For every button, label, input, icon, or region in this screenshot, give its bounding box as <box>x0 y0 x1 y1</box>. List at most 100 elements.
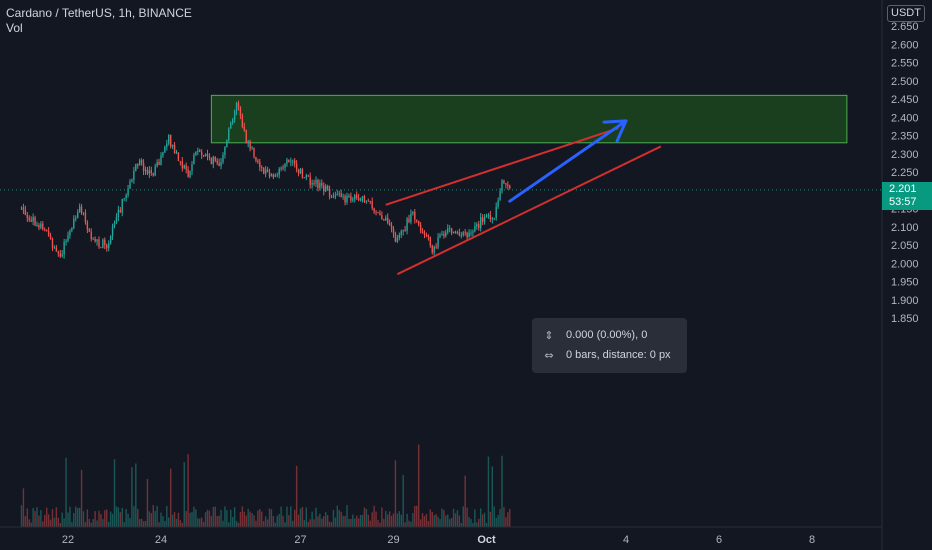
volume-bar <box>69 506 71 527</box>
candle-body <box>445 232 447 237</box>
candle-body <box>361 196 364 199</box>
candle-body <box>509 185 511 189</box>
volume-bar <box>435 514 437 527</box>
volume-bar <box>346 505 348 527</box>
candle-body <box>49 235 52 239</box>
volume-bar <box>40 510 42 527</box>
candle-body <box>179 160 182 162</box>
volume-bar <box>437 516 439 527</box>
volume-bar <box>171 514 174 527</box>
candle-body <box>131 179 133 182</box>
candle-body <box>243 126 246 131</box>
candle-body <box>307 175 309 177</box>
candle-body <box>220 162 222 167</box>
volume-bar <box>419 519 422 527</box>
volume-bar <box>257 510 259 527</box>
volume-bar <box>245 515 247 527</box>
volume-bar <box>470 519 472 527</box>
volume-bar <box>111 513 114 527</box>
volume-bar <box>82 511 85 527</box>
currency-unit-button[interactable]: USDT <box>887 5 925 22</box>
volume-bar <box>233 507 236 527</box>
volume-bar <box>78 507 81 527</box>
candle-body <box>491 218 494 220</box>
candle-body <box>86 222 89 230</box>
candle-body <box>270 174 273 177</box>
candle-body <box>32 217 34 222</box>
candle-body <box>193 154 195 164</box>
volume-indicator-label[interactable]: Vol <box>6 21 23 35</box>
candle-body <box>94 238 96 242</box>
projection-arrow-head <box>602 119 628 143</box>
volume-bar <box>357 518 360 527</box>
volume-bar <box>507 512 509 527</box>
candle-body <box>257 160 259 163</box>
volume-bar <box>452 508 455 527</box>
volume-bar <box>328 521 331 527</box>
candle-body <box>228 128 230 141</box>
volume-bar <box>202 521 205 527</box>
candle-body <box>344 196 346 203</box>
volume-bar <box>36 507 38 527</box>
volume-bar <box>67 512 69 527</box>
volume-bar <box>326 515 329 527</box>
volume-bar <box>63 518 65 527</box>
candle-body <box>431 245 433 253</box>
candle-body <box>171 144 174 147</box>
volume-bar <box>330 522 333 527</box>
candle-body <box>286 159 288 164</box>
volume-bar <box>369 520 371 527</box>
volume-bar <box>158 522 160 527</box>
price-tick-label: 2.100 <box>891 222 919 234</box>
volume-bar <box>164 521 166 527</box>
volume-bar <box>49 519 52 527</box>
candle-body <box>433 246 435 253</box>
volume-bar <box>421 513 424 527</box>
time-tick-label: Oct <box>477 534 496 546</box>
candle-body <box>206 154 209 157</box>
candle-body <box>293 160 296 164</box>
candle-body <box>102 239 104 248</box>
candle-body <box>460 235 463 236</box>
candle-body <box>158 162 160 165</box>
volume-bar <box>445 515 447 527</box>
volume-bar <box>224 506 226 527</box>
candle-body <box>261 167 263 168</box>
volume-bar <box>123 522 125 527</box>
volume-bar <box>456 510 459 527</box>
candle-body <box>152 173 154 176</box>
volume-bar <box>270 509 273 527</box>
candle-body <box>425 234 428 236</box>
candle-body <box>264 169 267 174</box>
candle-body <box>363 196 366 202</box>
candle-body <box>505 183 507 185</box>
candle-body <box>160 155 162 165</box>
candle-body <box>47 231 50 236</box>
volume-bar <box>423 516 426 527</box>
candle-body <box>396 237 399 242</box>
candle-body <box>412 211 414 214</box>
volume-bar <box>381 507 383 527</box>
volume-bar <box>342 515 344 527</box>
candle-body <box>297 169 300 174</box>
candle-body <box>348 195 350 197</box>
volume-bar <box>336 505 339 527</box>
candle-body <box>305 175 308 178</box>
candle-body <box>435 246 437 248</box>
volume-bar <box>208 510 211 527</box>
volume-bar <box>210 516 213 527</box>
candle-body <box>385 217 387 221</box>
candle-body <box>113 222 116 227</box>
volume-bar <box>20 505 23 527</box>
candle-body <box>212 156 215 165</box>
candle-body <box>336 193 339 196</box>
price-tick-label: 2.500 <box>891 76 919 88</box>
symbol-title[interactable]: Cardano / TetherUS, 1h, BINANCE <box>6 6 192 20</box>
candle-body <box>144 169 147 171</box>
volume-bar <box>92 519 94 527</box>
volume-bar <box>237 522 240 527</box>
candle-body <box>142 162 145 171</box>
volume-bar <box>433 515 435 527</box>
candle-body <box>371 201 373 209</box>
